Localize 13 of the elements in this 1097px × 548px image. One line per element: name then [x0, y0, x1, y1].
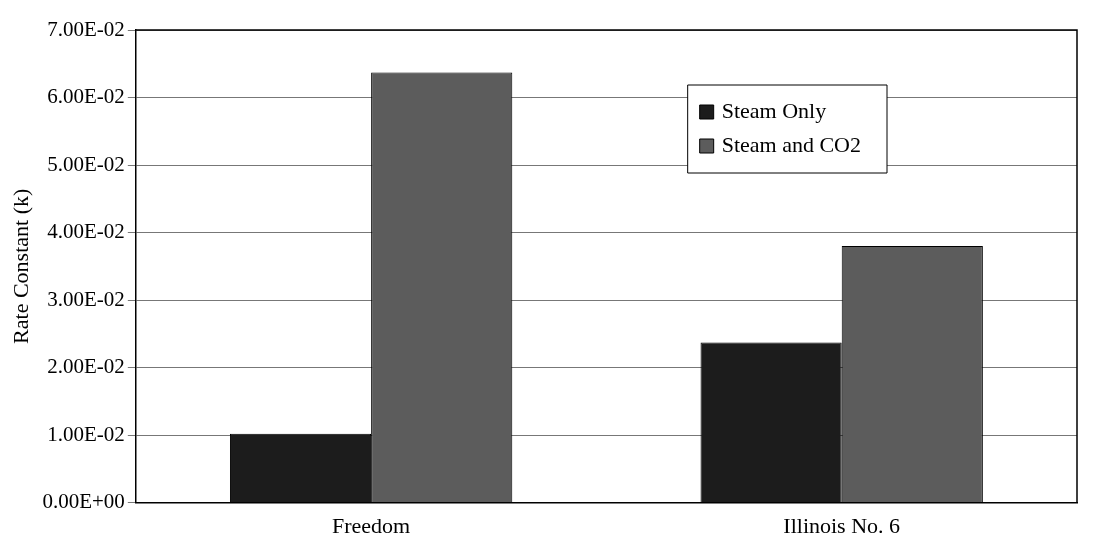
y-tick-label: 6.00E-02 [47, 84, 125, 109]
y-tick-label: 3.00E-02 [47, 286, 125, 311]
legend-label: Steam Only [721, 97, 827, 123]
y-tick-label: 2.00E-02 [47, 354, 125, 379]
y-tick-label: 4.00E-02 [47, 219, 125, 244]
x-tick-label: Illinois No. 6 [783, 512, 901, 538]
y-tick-label: 0.00E+00 [42, 489, 125, 514]
x-tick-label: Freedom [332, 512, 411, 538]
y-tick-label: 7.00E-02 [47, 16, 125, 41]
y-tick-label: 1.00E-02 [47, 421, 125, 446]
y-tick-label: 5.00E-02 [47, 151, 125, 176]
y-axis-title: Rate Constant (k) [7, 188, 33, 344]
legend-label: Steam and CO2 [721, 131, 862, 157]
